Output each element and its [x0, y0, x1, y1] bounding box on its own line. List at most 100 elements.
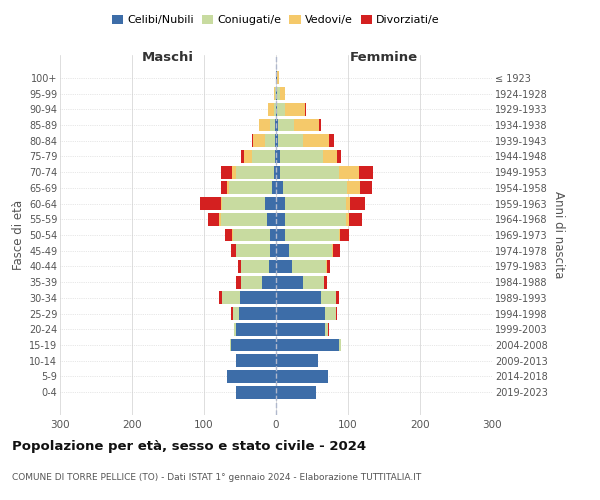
- Bar: [236, 323, 276, 336]
- Bar: [251, 150, 275, 163]
- Bar: [333, 244, 340, 257]
- Bar: [275, 118, 276, 132]
- Bar: [221, 182, 227, 194]
- Bar: [276, 260, 292, 273]
- Bar: [232, 166, 236, 178]
- Bar: [323, 150, 337, 163]
- Bar: [276, 307, 325, 320]
- Bar: [304, 134, 329, 147]
- Bar: [225, 228, 232, 241]
- Bar: [277, 72, 279, 85]
- Bar: [265, 134, 275, 147]
- Bar: [272, 182, 276, 194]
- Bar: [276, 150, 280, 163]
- Bar: [275, 150, 276, 163]
- Y-axis label: Anni di nascita: Anni di nascita: [552, 192, 565, 278]
- Bar: [336, 307, 337, 320]
- Bar: [349, 213, 362, 226]
- Bar: [232, 307, 233, 320]
- Bar: [240, 292, 276, 304]
- Bar: [268, 213, 276, 226]
- Bar: [221, 213, 268, 226]
- Bar: [274, 87, 275, 100]
- Bar: [332, 244, 333, 257]
- Bar: [325, 307, 336, 320]
- Bar: [326, 260, 327, 273]
- Text: Maschi: Maschi: [142, 50, 194, 64]
- Bar: [284, 228, 338, 241]
- Bar: [278, 118, 294, 132]
- Bar: [280, 87, 286, 100]
- Bar: [280, 150, 323, 163]
- Bar: [278, 134, 304, 147]
- Bar: [280, 166, 338, 178]
- Bar: [275, 87, 276, 100]
- Bar: [229, 182, 272, 194]
- Bar: [276, 213, 284, 226]
- Bar: [270, 228, 276, 241]
- Bar: [289, 244, 332, 257]
- Bar: [328, 323, 329, 336]
- Bar: [276, 166, 280, 178]
- Bar: [227, 370, 276, 383]
- Bar: [276, 197, 284, 210]
- Bar: [221, 166, 232, 178]
- Text: Popolazione per età, sesso e stato civile - 2024: Popolazione per età, sesso e stato civil…: [12, 440, 366, 453]
- Bar: [276, 338, 340, 351]
- Bar: [337, 150, 341, 163]
- Bar: [340, 338, 341, 351]
- Bar: [276, 370, 328, 383]
- Bar: [238, 260, 241, 273]
- Bar: [276, 354, 318, 367]
- Bar: [276, 182, 283, 194]
- Bar: [208, 213, 219, 226]
- Bar: [236, 276, 241, 288]
- Bar: [274, 166, 276, 178]
- Bar: [221, 197, 222, 210]
- Bar: [277, 103, 284, 116]
- Bar: [232, 338, 276, 351]
- Bar: [292, 260, 326, 273]
- Bar: [277, 87, 280, 100]
- Bar: [284, 213, 346, 226]
- Bar: [276, 386, 316, 398]
- Bar: [262, 276, 276, 288]
- Bar: [320, 292, 337, 304]
- Bar: [244, 150, 251, 163]
- Bar: [270, 244, 276, 257]
- Bar: [253, 134, 265, 147]
- Bar: [319, 118, 320, 132]
- Bar: [338, 228, 340, 241]
- Bar: [359, 166, 373, 178]
- Bar: [274, 103, 276, 116]
- Bar: [305, 103, 306, 116]
- Text: Femmine: Femmine: [350, 50, 418, 64]
- Bar: [283, 182, 347, 194]
- Bar: [329, 134, 334, 147]
- Bar: [337, 292, 340, 304]
- Bar: [276, 72, 277, 85]
- Bar: [346, 213, 349, 226]
- Bar: [241, 276, 262, 288]
- Bar: [323, 276, 327, 288]
- Bar: [338, 166, 359, 178]
- Bar: [241, 260, 269, 273]
- Bar: [236, 386, 276, 398]
- Bar: [232, 228, 233, 241]
- Bar: [276, 134, 278, 147]
- Bar: [276, 103, 277, 116]
- Bar: [236, 166, 274, 178]
- Bar: [268, 103, 274, 116]
- Bar: [350, 197, 365, 210]
- Bar: [222, 292, 240, 304]
- Bar: [276, 292, 320, 304]
- Bar: [233, 228, 270, 241]
- Bar: [236, 354, 276, 367]
- Bar: [265, 197, 276, 210]
- Bar: [200, 197, 221, 210]
- Bar: [325, 323, 328, 336]
- Bar: [269, 260, 276, 273]
- Bar: [219, 213, 221, 226]
- Bar: [294, 118, 319, 132]
- Bar: [219, 292, 222, 304]
